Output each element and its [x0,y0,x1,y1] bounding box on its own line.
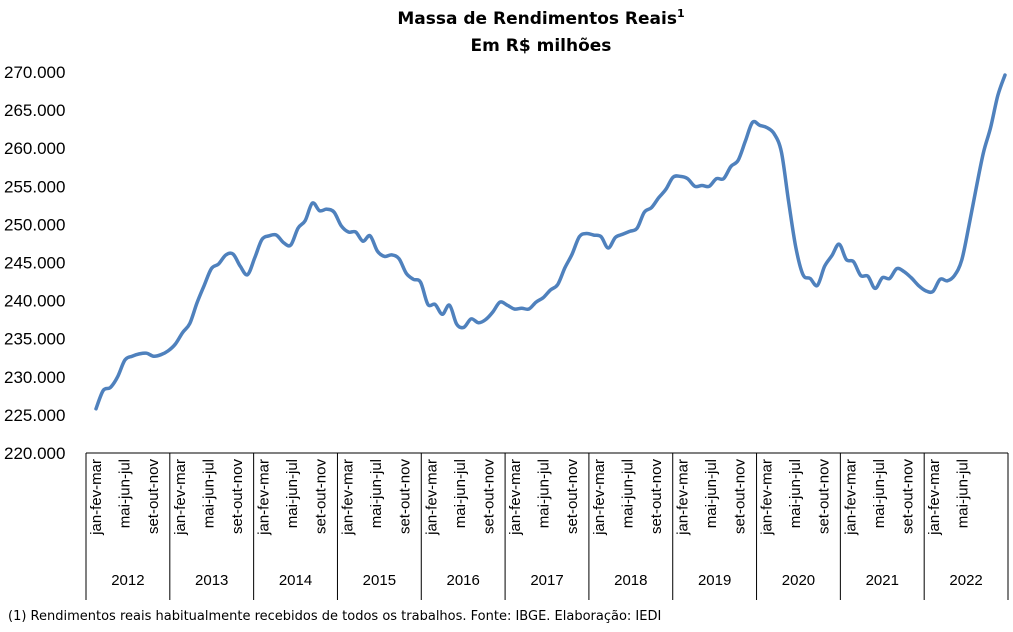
x-tick-label: mai-jun-jul [619,459,636,528]
x-tick-label: jan-fev-mar [591,459,608,536]
x-axis: 2012 jan-fev-mar mai-jun-jul set-out-nov 201… [85,452,1009,600]
chart-title-superscript: 1 [677,7,685,20]
x-tick-label: jan-fev-mar [172,459,189,536]
chart-title: Massa de Rendimentos Reais1 [397,7,684,29]
x-tick-label: mai-jun-jul [871,459,888,528]
year-label: 2017 [530,572,563,589]
x-tick-label: jan-fev-mar [423,459,440,536]
y-tick-label: 225.000 [4,406,65,425]
y-tick-label: 220.000 [4,444,65,463]
series-line [94,73,1007,411]
x-tick-label: mai-jun-jul [955,459,972,528]
x-tick-label: set-out-nov [145,459,162,535]
y-axis: 220.000 225.000 230.000 235.000 240.000 245.0… [4,63,65,463]
x-tick-label: set-out-nov [564,459,581,535]
x-tick-label: jan-fev-mar [256,459,273,536]
x-tick-label: jan-fev-mar [507,459,524,536]
x-tick-label: set-out-nov [480,459,497,535]
footnote: (1) Rendimentos reais habitualmente rece… [8,609,662,624]
x-tick-label: mai-jun-jul [200,459,217,528]
y-tick-label: 265.000 [4,101,65,120]
year-label: 2014 [279,572,312,589]
year-label: 2018 [614,572,647,589]
x-tick-label: set-out-nov [313,459,330,535]
year-label: 2016 [446,572,479,589]
y-tick-label: 255.000 [4,177,65,196]
x-tick-label: jan-fev-mar [675,459,692,536]
x-tick-label: set-out-nov [732,459,749,535]
x-tick-label: mai-jun-jul [117,459,134,528]
year-label: 2022 [949,572,982,589]
chart-title-text: Massa de Rendimentos Reais [397,9,677,29]
x-tick-label: set-out-nov [648,459,665,535]
y-tick-label: 250.000 [4,215,65,234]
x-tick-label: jan-fev-mar [339,459,356,536]
x-tick-label: mai-jun-jul [284,459,301,528]
x-tick-label: mai-jun-jul [452,459,469,528]
y-tick-label: 235.000 [4,330,65,349]
x-tick-label: jan-fev-mar [842,459,859,536]
y-tick-label: 240.000 [4,292,65,311]
x-tick-label: mai-jun-jul [787,459,804,528]
y-tick-label: 260.000 [4,139,65,158]
x-tick-label: jan-fev-mar [926,459,943,536]
x-tick-label: set-out-nov [899,459,916,535]
year-label: 2015 [363,572,396,589]
chart-subtitle: Em R$ milhões [471,36,612,56]
year-label: 2012 [111,572,144,589]
year-label: 2020 [782,572,815,589]
year-label: 2021 [866,572,899,589]
x-tick-label: mai-jun-jul [368,459,385,528]
y-tick-label: 245.000 [4,254,65,273]
x-tick-label: set-out-nov [229,459,246,535]
y-tick-label: 270.000 [4,63,65,82]
x-tick-label: set-out-nov [396,459,413,535]
x-tick-label: jan-fev-mar [759,459,776,536]
x-tick-label: mai-jun-jul [536,459,553,528]
y-tick-label: 230.000 [4,368,65,387]
year-label: 2013 [195,572,228,589]
x-tick-label: set-out-nov [816,459,833,535]
x-tick-label: jan-fev-mar [88,459,105,536]
year-label: 2019 [698,572,731,589]
x-tick-label: mai-jun-jul [703,459,720,528]
